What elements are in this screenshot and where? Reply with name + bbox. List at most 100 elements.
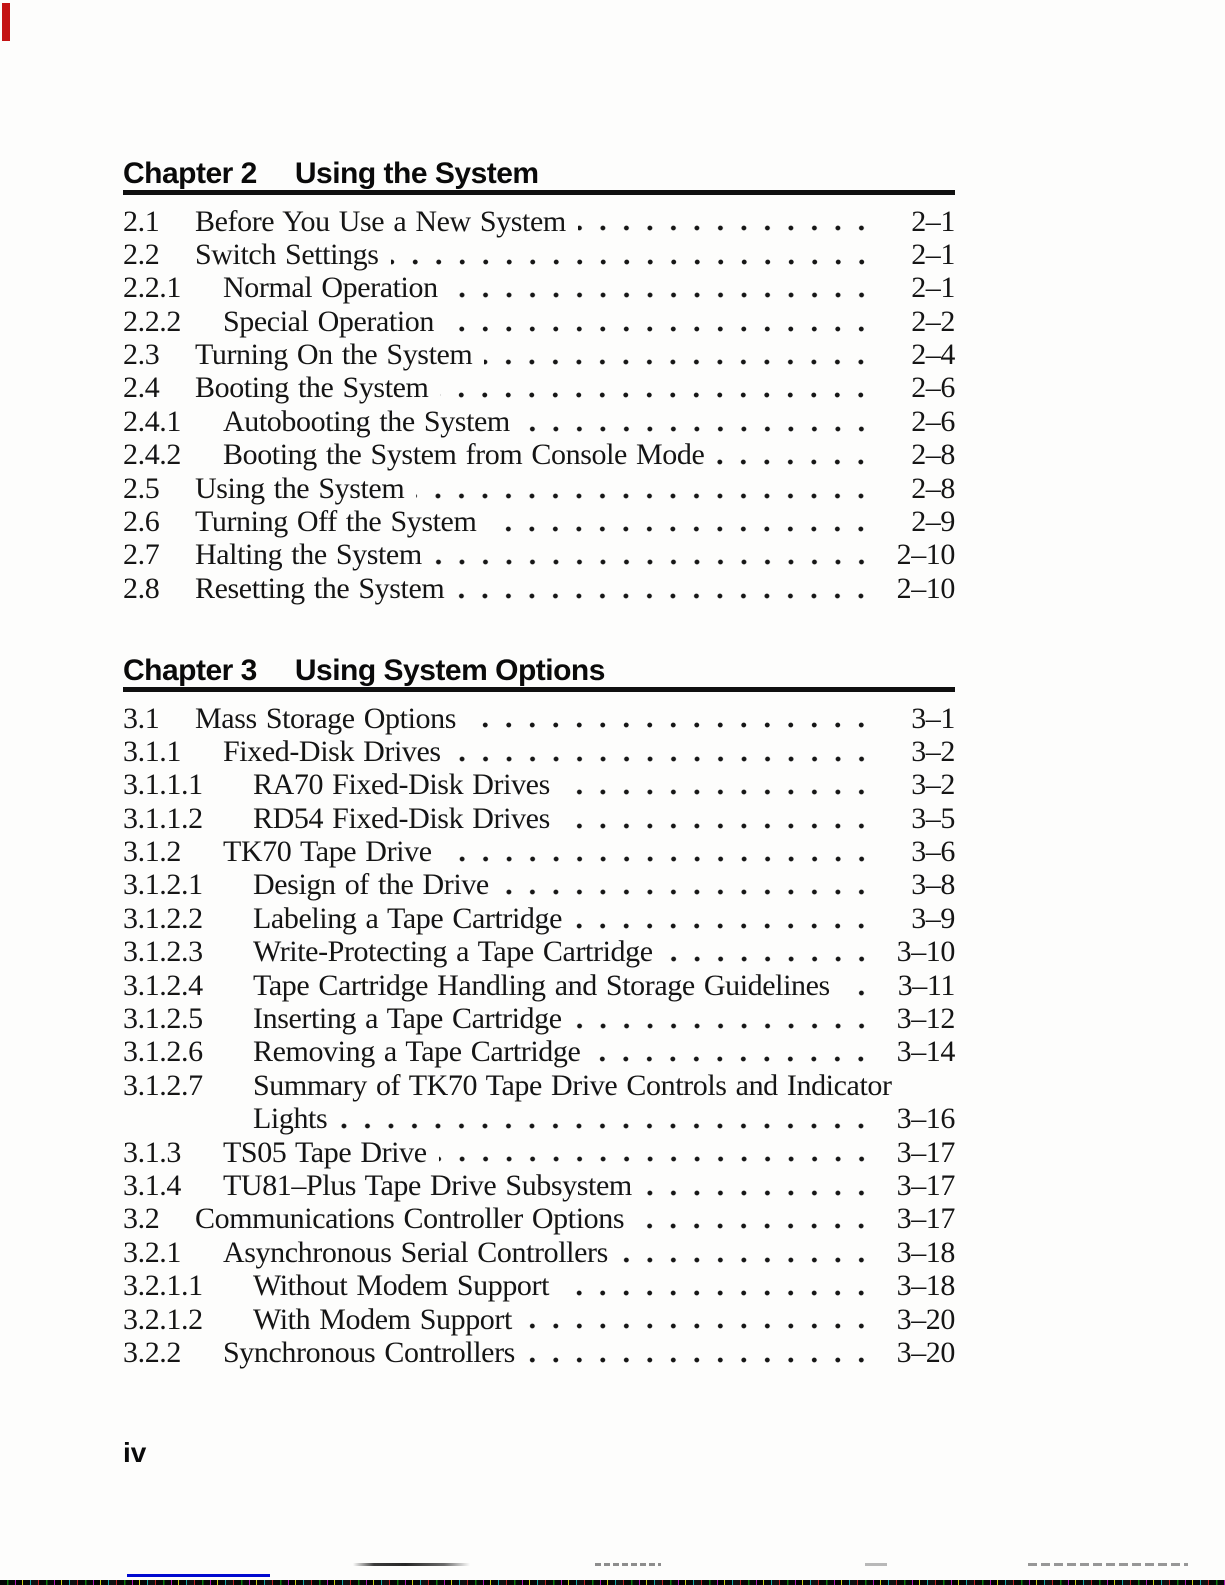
toc-entries: 3.1 Mass Storage Options 3–1 3.1.1 Fixed-Dis… [123,701,956,1370]
section-title: Switch Settings [195,237,379,271]
section-number: 3.1.2.1 [123,868,203,902]
dot-leader [438,1135,879,1169]
page-number: 3–5 [911,801,955,835]
chapter-heading: Chapter 3 Using System Options [123,654,955,687]
toc-entry: 3.1.3 TS05 Tape Drive 3–17 [123,1135,955,1169]
toc-entry: 2.2.1 Normal Operation 2–1 [123,271,955,305]
dot-leader [456,571,879,606]
section-title: RA70 Fixed-Disk Drives [253,768,550,802]
section-title: Synchronous Controllers [223,1335,515,1369]
toc-entry: 3.1.1.2 RD54 Fixed-Disk Drives 3–5 [123,801,955,836]
dot-leader [468,701,879,735]
toc-entry: 3.1.2 TK70 Tape Drive 3–6 [123,835,955,869]
toc-entry: 3.2 Communications Controller Options 3–17 [123,1202,955,1236]
page-number: 2–9 [911,505,955,539]
section-number: 3.2.1.2 [123,1302,203,1336]
page-number: 2–2 [911,304,955,338]
chapter-label: Chapter 3 [123,654,257,687]
heading-rule [123,190,955,195]
page-number: 3–18 [896,1269,956,1303]
toc-entry: 2.5 Using the System 2–8 [123,471,955,506]
section-number: 3.1.4 [123,1168,182,1202]
toc-entry: 3.1.2.6 Removing a Tape Cartridge 3–14 [123,1035,956,1069]
section-number: 3.1.2.5 [123,1002,203,1036]
dot-leader [488,505,879,539]
section-number: 3.1.2.4 [123,968,203,1002]
section-title: Booting the System [195,371,429,405]
page-number: 3–6 [911,835,955,869]
dot-leader [561,801,879,836]
page-number: 2–4 [911,338,955,372]
section-number: 3.2.1 [123,1235,182,1269]
toc-entry: 2.3 Turning On the System 2–4 [123,338,955,372]
blue-scan-line [127,1574,270,1577]
section-number: 3.1.2.3 [123,935,203,969]
section-number: 3.1.1.2 [123,801,203,835]
section-title: With Modem Support [253,1302,512,1336]
toc-entry: 3.1.2.5 Inserting a Tape Cartridge 3–12 [123,1002,956,1036]
section-number: 3.1.2.6 [123,1035,203,1069]
scan-noise-band [0,1580,1225,1585]
page-number: 3–16 [896,1102,956,1136]
dot-leader [619,1235,879,1270]
toc-entry: 3.1.2.1 Design of the Drive 3–8 [123,868,955,902]
section-title: TK70 Tape Drive [223,835,432,869]
dot-leader [521,404,879,439]
dot-leader [592,1035,879,1069]
page-number: 3–20 [896,1335,956,1369]
section-title: Special Operation [223,304,434,338]
page-number: 2–8 [911,471,955,505]
section-number: 2.8 [123,571,160,605]
dot-leader [643,1168,879,1203]
toc-entry: 2.2 Switch Settings 2–1 [123,237,955,272]
section-number: 3.2.2 [123,1335,182,1369]
toc-entry: 2.4.2 Booting the System from Console Mod… [123,438,955,472]
toc-entry: 2.6 Turning Off the System 2–9 [123,505,955,539]
page-number: 2–1 [911,204,955,238]
section-title: Turning Off the System [195,505,477,539]
section-number: 3.1.2 [123,835,182,869]
dot-leader [416,471,879,506]
dot-leader [484,338,879,372]
section-number: 2.7 [123,538,160,572]
page-number: 2–6 [911,404,955,438]
chapter-label: Chapter 2 [123,157,257,190]
page-number: 2–8 [911,438,955,472]
section-number: 2.5 [123,471,160,505]
page-number: 3–10 [896,935,956,969]
section-number: 2.2.1 [123,271,182,305]
page-number: 2–1 [911,271,955,305]
section-number: 3.1.1 [123,734,182,768]
page-number: 3–1 [911,701,955,735]
page-number: 3–12 [896,1002,956,1036]
dot-leader [716,438,879,472]
page-number: 2–10 [896,571,956,605]
section-title: Summary of TK70 Tape Drive Controls and … [253,1068,892,1102]
toc-entry: 3.1.4 TU81–Plus Tape Drive Subsystem 3–17 [123,1168,955,1203]
page-number: 3–14 [896,1035,956,1069]
dot-leader [443,835,879,869]
dot-leader [449,271,879,305]
section-number: 3.2 [123,1202,160,1236]
dot-leader [636,1202,879,1236]
dot-leader [433,538,879,572]
dot-leader [523,1302,879,1336]
toc-entry: 3.1.1.1 RA70 Fixed-Disk Drives 3–2 [123,768,955,802]
section-title: Normal Operation [223,271,438,305]
toc-entry: 2.2.2 Special Operation 2–2 [123,304,955,339]
dot-leader [500,868,879,902]
toc-entry: 3.2.1 Asynchronous Serial Controllers 3–18 [123,1235,955,1270]
section-title: RD54 Fixed-Disk Drives [253,801,550,835]
page-number: 2–6 [911,371,955,405]
section-title: Before You Use a New System [195,204,566,238]
toc-entry: 3.1.2.7 Summary of TK70 Tape Drive Contro… [123,1069,955,1102]
toc-entry: 3.1.2.2 Labeling a Tape Cartridge 3–9 [123,901,955,936]
dot-leader [561,768,879,802]
toc-entry: 3.1.2.4 Tape Cartridge Handling and Stora… [123,968,955,1003]
dot-leader [440,371,879,405]
section-title: Using the System [195,471,405,505]
page-number: 3–2 [911,768,955,802]
scan-smudge [595,1563,661,1566]
toc-entry: 2.4.1 Autobooting the System 2–6 [123,404,955,439]
section-title: Fixed-Disk Drives [223,734,441,768]
